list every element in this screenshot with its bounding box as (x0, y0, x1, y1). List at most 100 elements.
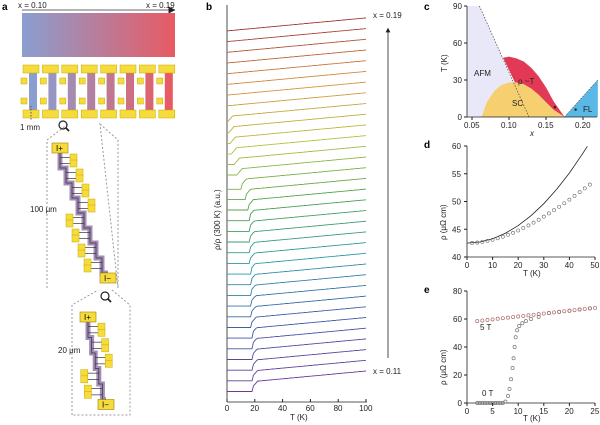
e-y-label: ρ (μΩ cm) (439, 349, 448, 385)
b-label-bottom: x = 0.11 (373, 367, 402, 376)
panel-label-b: b (206, 2, 212, 13)
contact-pad (20, 77, 28, 85)
contact-pad (137, 97, 144, 105)
c-y-tick-label: 90 (453, 2, 462, 11)
contact-pad (40, 97, 47, 105)
resistivity-curve (227, 284, 367, 307)
panel-a: x = 0.10 x = 0.19 1 mm I+I− 100 μm I+I− … (18, 1, 176, 416)
magnifier-icon (100, 291, 112, 303)
d-x-tick-label: 0 (465, 261, 470, 270)
data-point-0t (480, 401, 485, 405)
current-path (87, 322, 106, 400)
hall-bar-device (137, 64, 156, 119)
data-point-5t (521, 313, 526, 318)
data-point-0t (498, 401, 503, 405)
data-point-5t (593, 305, 597, 310)
panel-label-e: e (424, 285, 430, 296)
e-x-tick-label: 25 (590, 407, 599, 416)
resistivity-curve (227, 370, 367, 392)
resistivity-curve (226, 17, 367, 32)
data-point (526, 223, 531, 228)
data-point-0t (475, 401, 480, 405)
contact-pad (117, 77, 125, 85)
data-point-5t (495, 316, 500, 321)
data-point (531, 220, 536, 225)
resistivity-curve (227, 274, 367, 296)
current-pad-plus (79, 311, 97, 323)
data-point-5t (480, 318, 485, 323)
data-point-5t (562, 309, 567, 314)
data-point-5t (490, 317, 495, 322)
label-x-end: x = 0.19 (146, 1, 175, 10)
resistivity-curve (227, 231, 367, 254)
data-point-5t (541, 311, 546, 316)
data-point (587, 182, 592, 187)
d-y-tick-label: 40 (452, 253, 461, 262)
phase-marker (574, 108, 577, 111)
device-channel (87, 72, 96, 110)
resistivity-curve (227, 188, 367, 211)
panel-c-phase-diagram: 0.05 0.10 0.15 0.20 0 30 60 90 x T (K) AFM SC ρ… (440, 2, 599, 138)
e-x-tick-label: 10 (514, 407, 523, 416)
contact-pad (22, 109, 40, 119)
data-point (485, 239, 490, 243)
resistivity-curve (226, 28, 367, 43)
resistivity-curve (227, 252, 367, 275)
e-y-tick-label: 0 (458, 399, 463, 408)
c-x-tick-label: 0.15 (538, 121, 554, 130)
data-point-0t (523, 319, 528, 324)
hall-bar-device (20, 64, 40, 119)
b-x-tick-label: 20 (250, 404, 259, 413)
data-point (516, 228, 521, 233)
d-x-tick-label: 20 (514, 261, 523, 270)
voltage-pad (80, 375, 89, 384)
resistivity-curve (227, 295, 367, 318)
scale-100um: 100 μm (30, 205, 57, 214)
device-channel (106, 72, 115, 110)
data-point-5t (506, 315, 510, 320)
data-point-5t (567, 308, 572, 313)
data-point (567, 197, 572, 202)
data-point (547, 211, 551, 216)
data-point-0t (529, 317, 533, 321)
resistivity-curve (226, 49, 367, 64)
resistivity-curve (227, 167, 367, 190)
resistivity-curve (227, 199, 367, 222)
pad-label-minus: I− (102, 401, 109, 410)
data-point-5t (552, 310, 556, 315)
device-array (20, 64, 176, 119)
device-channel (29, 72, 37, 110)
voltage-pad (75, 174, 84, 183)
resistivity-curve (227, 317, 367, 339)
b-x-tick-label: 0 (225, 404, 230, 413)
scale-20um: 20 μm (58, 346, 81, 355)
data-point-0t (507, 387, 512, 391)
c-label-rho-t: ρ ~T (518, 77, 534, 86)
contact-pad (100, 109, 117, 119)
data-point-0t (495, 401, 500, 405)
sc-dome (481, 82, 565, 117)
magnifier-icon (58, 120, 70, 132)
data-point-0t (477, 401, 482, 405)
panel-b-chart: 0 20 40 60 80 100 T (K) ρ/ρ (300 K) (a.u.) x … (213, 5, 402, 422)
data-point (521, 226, 526, 230)
data-point-5t (557, 309, 562, 314)
data-point-5t (516, 314, 521, 319)
hall-bar-device (78, 64, 98, 119)
data-point-0t (513, 335, 518, 340)
c-x-label: x (529, 129, 535, 138)
staircase-device-2: I+ I− (79, 311, 115, 410)
data-point-0t (485, 401, 490, 405)
voltage-pad (87, 204, 96, 213)
data-point (475, 240, 480, 245)
resistivity-curve (227, 359, 367, 382)
hall-bar-device (156, 64, 176, 119)
e-label-0t: 0 T (482, 389, 494, 398)
resistivity-curve (226, 70, 367, 85)
e-y-tick-label: 60 (453, 315, 462, 324)
data-point-0t (511, 356, 516, 361)
contact-pad (119, 109, 137, 119)
afm-boundary-line (479, 5, 530, 118)
b-x-tick-label: 60 (306, 404, 315, 413)
